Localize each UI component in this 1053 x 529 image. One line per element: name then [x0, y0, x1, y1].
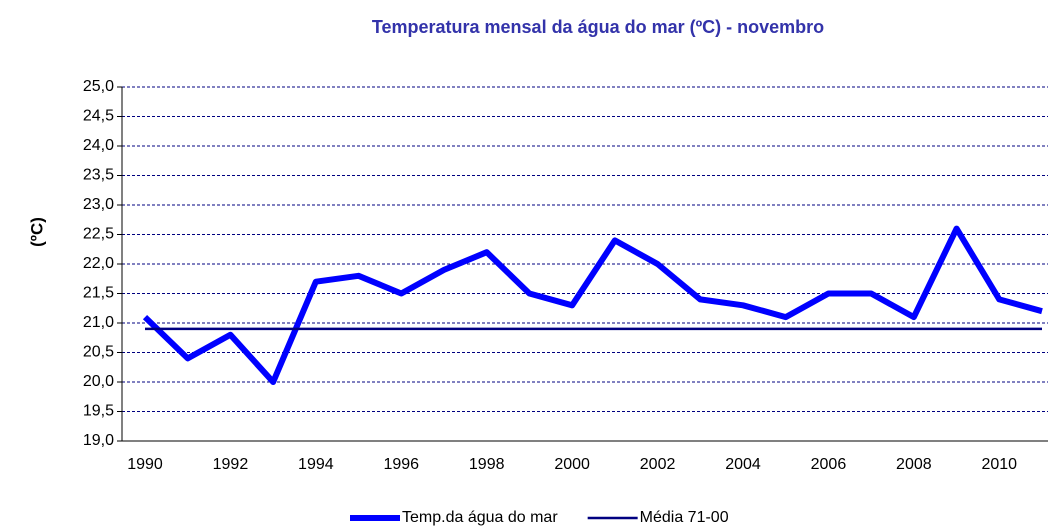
y-tick-label: 22,5 — [83, 226, 114, 243]
x-tick-label: 1996 — [383, 456, 419, 473]
x-tick-label: 2006 — [811, 456, 847, 473]
y-tick-label: 24,5 — [83, 108, 114, 125]
y-tick-label: 21,5 — [83, 285, 114, 302]
x-tick-label: 1998 — [469, 456, 505, 473]
chart-title: Temperatura mensal da água do mar (ºC) -… — [372, 17, 824, 37]
x-tick-label: 2004 — [725, 456, 761, 473]
x-tick-label: 2000 — [554, 456, 590, 473]
series-line — [142, 225, 1043, 385]
x-tick-label: 2008 — [896, 456, 932, 473]
y-tick-label: 24,0 — [83, 137, 114, 154]
y-tick-label: 22,0 — [83, 255, 114, 272]
legend-label: Temp.da água do mar — [402, 509, 558, 526]
y-tick-label: 20,5 — [83, 344, 114, 361]
y-tick-label: 23,0 — [83, 196, 114, 213]
x-tick-label: 2010 — [981, 456, 1017, 473]
legend-label: Média 71-00 — [640, 509, 729, 526]
x-tick-label: 1992 — [213, 456, 249, 473]
y-tick-label: 23,5 — [83, 167, 114, 184]
y-tick-label: 19,0 — [83, 432, 114, 449]
y-axis-label: (ºC) — [27, 217, 46, 247]
y-tick-label: 20,0 — [83, 373, 114, 390]
x-tick-label: 2002 — [640, 456, 676, 473]
y-tick-label: 21,0 — [83, 314, 114, 331]
y-tick-label: 25,0 — [83, 78, 114, 95]
x-tick-label: 1990 — [127, 456, 163, 473]
y-tick-label: 19,5 — [83, 403, 114, 420]
x-tick-label: 1994 — [298, 456, 334, 473]
